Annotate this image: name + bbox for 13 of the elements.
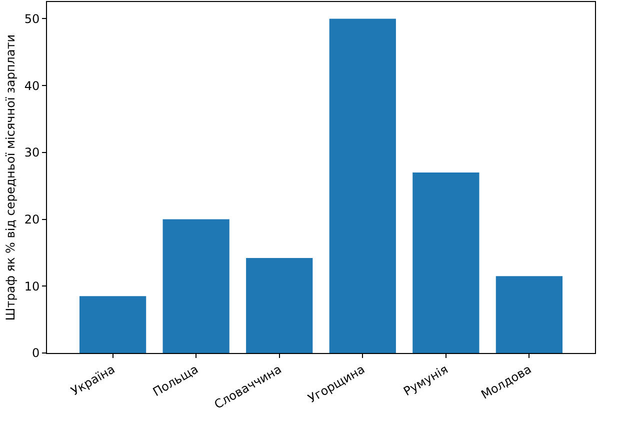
y-tick-label: 10	[24, 279, 40, 294]
y-axis-title: Штраф як % від середньої місячної зарплати	[4, 34, 18, 321]
bar	[79, 296, 146, 353]
y-tick-label: 50	[24, 12, 40, 26]
bar	[329, 18, 396, 353]
y-tick-label: 30	[24, 146, 40, 160]
y-tick-label: 0	[32, 346, 40, 360]
bar	[162, 219, 230, 353]
y-tick-label: 20	[24, 212, 40, 226]
bar	[246, 258, 313, 353]
bar	[412, 172, 480, 353]
y-tick-label: 40	[24, 78, 40, 93]
bar	[496, 276, 563, 353]
